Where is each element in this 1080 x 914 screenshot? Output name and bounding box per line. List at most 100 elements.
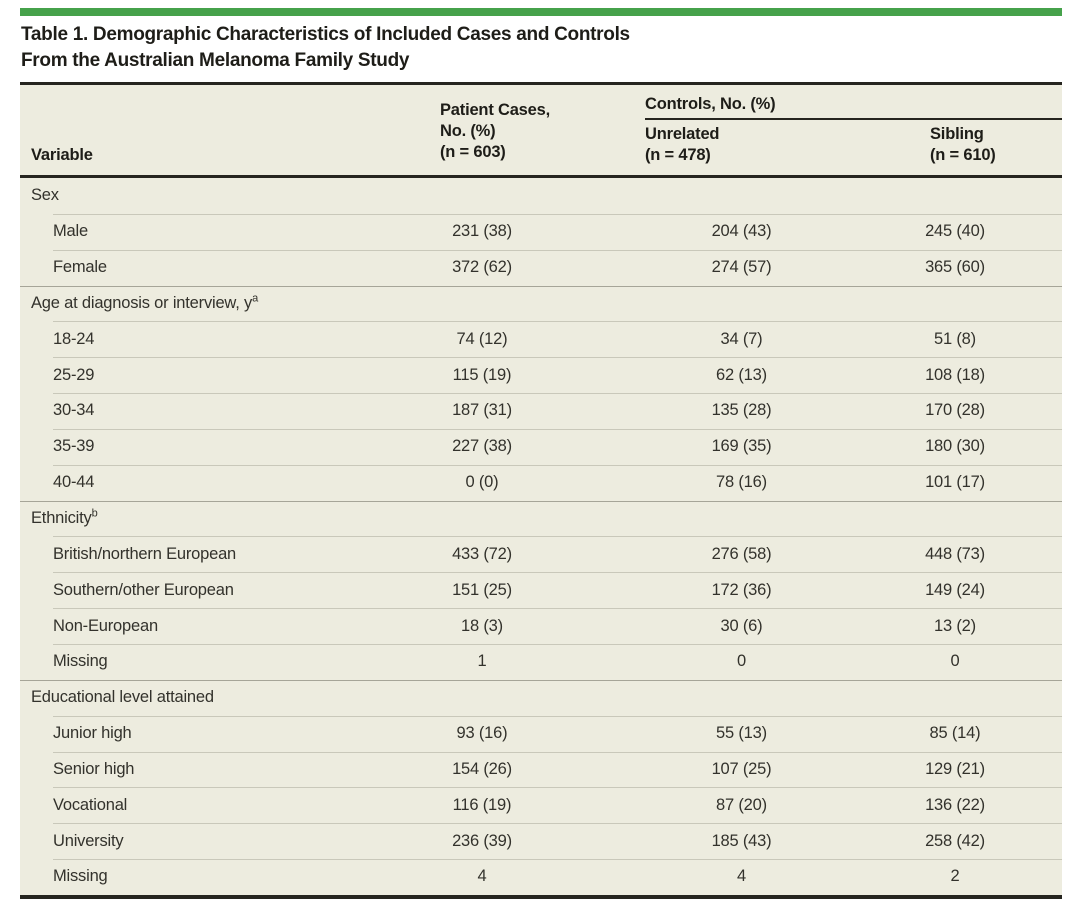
row-label: Southern/other European bbox=[53, 580, 234, 599]
patient-cases-value: 116 (19) bbox=[452, 795, 512, 814]
table-body: Sex Male 231 (38) 204 (43) 245 (40) Fema… bbox=[20, 178, 1062, 895]
row-label: Sex bbox=[31, 186, 59, 205]
patient-cases-value: 154 (26) bbox=[452, 759, 512, 778]
row-label-cell: Missing bbox=[20, 867, 420, 886]
column-header-controls: Controls, No. (%) bbox=[645, 95, 776, 113]
patient-cases-value: 187 (31) bbox=[452, 401, 512, 420]
unrelated-controls-value: 34 (7) bbox=[720, 329, 763, 348]
row-label-cell: Junior high bbox=[20, 724, 420, 743]
unrelated-controls-value: 135 (28) bbox=[711, 401, 772, 420]
table-row: Male 231 (38) 204 (43) 245 (40) bbox=[20, 213, 1062, 250]
row-label-cell: Ethnicityb bbox=[20, 507, 420, 528]
table-card: Table 1. Demographic Characteristics of … bbox=[20, 8, 1062, 899]
sibling-controls-value: 108 (18) bbox=[925, 365, 985, 384]
sibling-controls-value: 365 (60) bbox=[925, 258, 985, 277]
table-row: Female 372 (62) 274 (57) 365 (60) bbox=[20, 249, 1062, 286]
row-label-cell: Vocational bbox=[20, 796, 420, 815]
unrelated-controls-value: 62 (13) bbox=[716, 365, 767, 384]
table-row: British/northern European 433 (72) 276 (… bbox=[20, 536, 1062, 572]
patient-cases-value: 236 (39) bbox=[452, 831, 512, 850]
row-label-cell: Sex bbox=[20, 186, 420, 205]
column-header-variable: Variable bbox=[31, 146, 93, 164]
sibling-header-line: (n = 610) bbox=[930, 146, 996, 164]
unrelated-header-line: (n = 478) bbox=[645, 146, 711, 164]
table-row: 18-24 74 (12) 34 (7) 51 (8) bbox=[20, 321, 1062, 357]
sibling-header-line: Sibling bbox=[930, 125, 984, 143]
table-title-line-1: Table 1. Demographic Characteristics of … bbox=[21, 24, 630, 45]
sibling-controls-value: 129 (21) bbox=[925, 759, 985, 778]
column-header-sibling: Sibling (n = 610) bbox=[855, 124, 996, 166]
unrelated-controls-value: 107 (25) bbox=[711, 759, 772, 778]
section-row: Sex bbox=[20, 178, 1062, 214]
unrelated-controls-value: 87 (20) bbox=[716, 795, 767, 814]
patient-cases-value: 93 (16) bbox=[456, 724, 508, 743]
unrelated-header-line: Unrelated bbox=[645, 125, 720, 143]
unrelated-controls-value: 55 (13) bbox=[716, 724, 767, 743]
sibling-controls-value: 0 bbox=[950, 652, 960, 671]
row-label: Vocational bbox=[53, 795, 128, 814]
table-title-line-2: From the Australian Melanoma Family Stud… bbox=[21, 50, 410, 71]
column-header-patient-cases: Patient Cases, No. (%) (n = 603) bbox=[420, 85, 630, 175]
sibling-controls-value: 2 bbox=[950, 867, 960, 886]
accent-bar bbox=[20, 8, 1062, 16]
unrelated-controls-value: 169 (35) bbox=[711, 437, 772, 456]
row-label-cell: Senior high bbox=[20, 760, 420, 779]
row-label-cell: British/northern European bbox=[20, 545, 420, 564]
patient-cases-value: 433 (72) bbox=[452, 544, 512, 563]
row-label: University bbox=[53, 831, 124, 850]
row-label-cell: Male bbox=[20, 222, 420, 241]
unrelated-controls-value: 204 (43) bbox=[711, 222, 772, 241]
table-row: Missing 4 4 2 bbox=[20, 859, 1062, 895]
row-label-cell: Missing bbox=[20, 652, 420, 671]
sibling-controls-value: 180 (30) bbox=[925, 437, 985, 456]
table-header: Variable Patient Cases, No. (%) (n = 603… bbox=[20, 85, 1062, 175]
row-label: British/northern European bbox=[53, 544, 237, 563]
unrelated-controls-value: 276 (58) bbox=[711, 544, 772, 563]
sibling-controls-value: 258 (42) bbox=[925, 831, 985, 850]
row-label: 18-24 bbox=[53, 329, 95, 348]
table-row: Vocational 116 (19) 87 (20) 136 (22) bbox=[20, 787, 1062, 823]
row-label: Educational level attained bbox=[31, 688, 214, 707]
table-row: 35-39 227 (38) 169 (35) 180 (30) bbox=[20, 428, 1062, 465]
table-row: 25-29 115 (19) 62 (13) 108 (18) bbox=[20, 357, 1062, 393]
row-label: 35-39 bbox=[53, 437, 95, 456]
sibling-controls-value: 51 (8) bbox=[934, 329, 976, 348]
patient-cases-value: 18 (3) bbox=[461, 616, 503, 635]
sibling-controls-value: 136 (22) bbox=[925, 795, 985, 814]
row-label-cell: 40-44 bbox=[20, 473, 420, 492]
table-row: Non-European 18 (3) 30 (6) 13 (2) bbox=[20, 608, 1062, 644]
row-label: Junior high bbox=[53, 724, 132, 743]
row-label-cell: Female bbox=[20, 258, 420, 277]
controls-underline bbox=[645, 118, 1062, 120]
row-label: 40-44 bbox=[53, 473, 95, 492]
row-label: 25-29 bbox=[53, 365, 95, 384]
section-row: Ethnicityb bbox=[20, 500, 1062, 537]
unrelated-controls-value: 30 (6) bbox=[720, 616, 763, 635]
row-label-cell: 25-29 bbox=[20, 366, 420, 385]
footnote-marker: b bbox=[91, 507, 98, 520]
patient-cases-value: 372 (62) bbox=[452, 258, 512, 277]
header-bottom-rule bbox=[20, 175, 1062, 178]
section-row: Age at diagnosis or interview, ya bbox=[20, 285, 1062, 322]
row-label-cell: Southern/other European bbox=[20, 581, 420, 600]
table-row: Southern/other European 151 (25) 172 (36… bbox=[20, 572, 1062, 608]
table-bottom-rule bbox=[20, 894, 1062, 899]
patient-cases-value: 227 (38) bbox=[452, 437, 512, 456]
row-label: Non-European bbox=[53, 616, 158, 635]
row-label-cell: University bbox=[20, 832, 420, 851]
sibling-controls-value: 13 (2) bbox=[934, 616, 976, 635]
sibling-controls-value: 448 (73) bbox=[925, 544, 985, 563]
sibling-controls-value: 85 (14) bbox=[929, 724, 981, 743]
patient-cases-value: 0 (0) bbox=[465, 473, 499, 492]
column-header-unrelated: Unrelated (n = 478) bbox=[630, 124, 855, 166]
patient-cases-header-line: No. (%) bbox=[440, 122, 496, 140]
unrelated-controls-value: 185 (43) bbox=[711, 831, 772, 850]
unrelated-controls-value: 4 bbox=[737, 867, 746, 886]
row-label: Female bbox=[53, 258, 107, 277]
row-label: Senior high bbox=[53, 759, 135, 778]
row-label: Missing bbox=[53, 867, 108, 886]
unrelated-controls-value: 172 (36) bbox=[711, 580, 772, 599]
row-label-cell: 30-34 bbox=[20, 401, 420, 420]
row-label-cell: Non-European bbox=[20, 617, 420, 636]
row-label-cell: 35-39 bbox=[20, 437, 420, 456]
